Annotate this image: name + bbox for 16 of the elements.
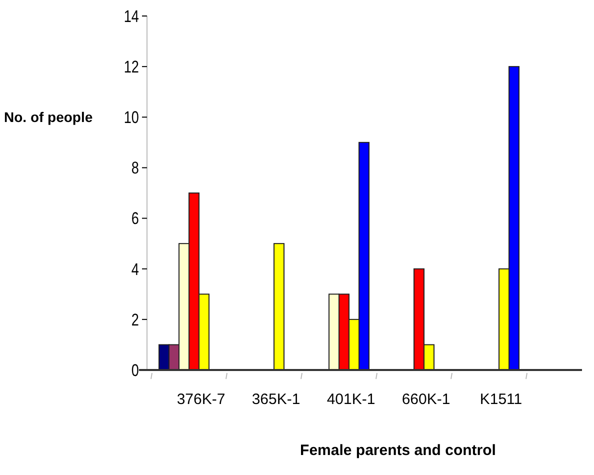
y-axis-title: No. of people bbox=[4, 109, 93, 126]
bar bbox=[274, 243, 284, 370]
y-tick-label: 0 bbox=[131, 362, 139, 380]
x-tick-label: 401K-1 bbox=[326, 391, 376, 408]
y-tick-label: 2 bbox=[131, 311, 139, 330]
y-tick-label: 10 bbox=[124, 108, 139, 128]
x-tick-label: K1511 bbox=[480, 391, 522, 408]
x-axis-title: Female parents and control bbox=[300, 442, 496, 459]
y-tick-label: 6 bbox=[131, 210, 139, 229]
y-tick-label: 4 bbox=[131, 260, 140, 280]
x-tick-label: 660K-1 bbox=[402, 391, 450, 408]
x-tick-label: 365K-1 bbox=[252, 391, 300, 408]
x-tick-label: 376K-7 bbox=[176, 391, 226, 408]
y-tick-label: 12 bbox=[124, 58, 139, 77]
y-tick-label: 8 bbox=[131, 159, 139, 178]
y-tick-label: 14 bbox=[124, 8, 140, 26]
